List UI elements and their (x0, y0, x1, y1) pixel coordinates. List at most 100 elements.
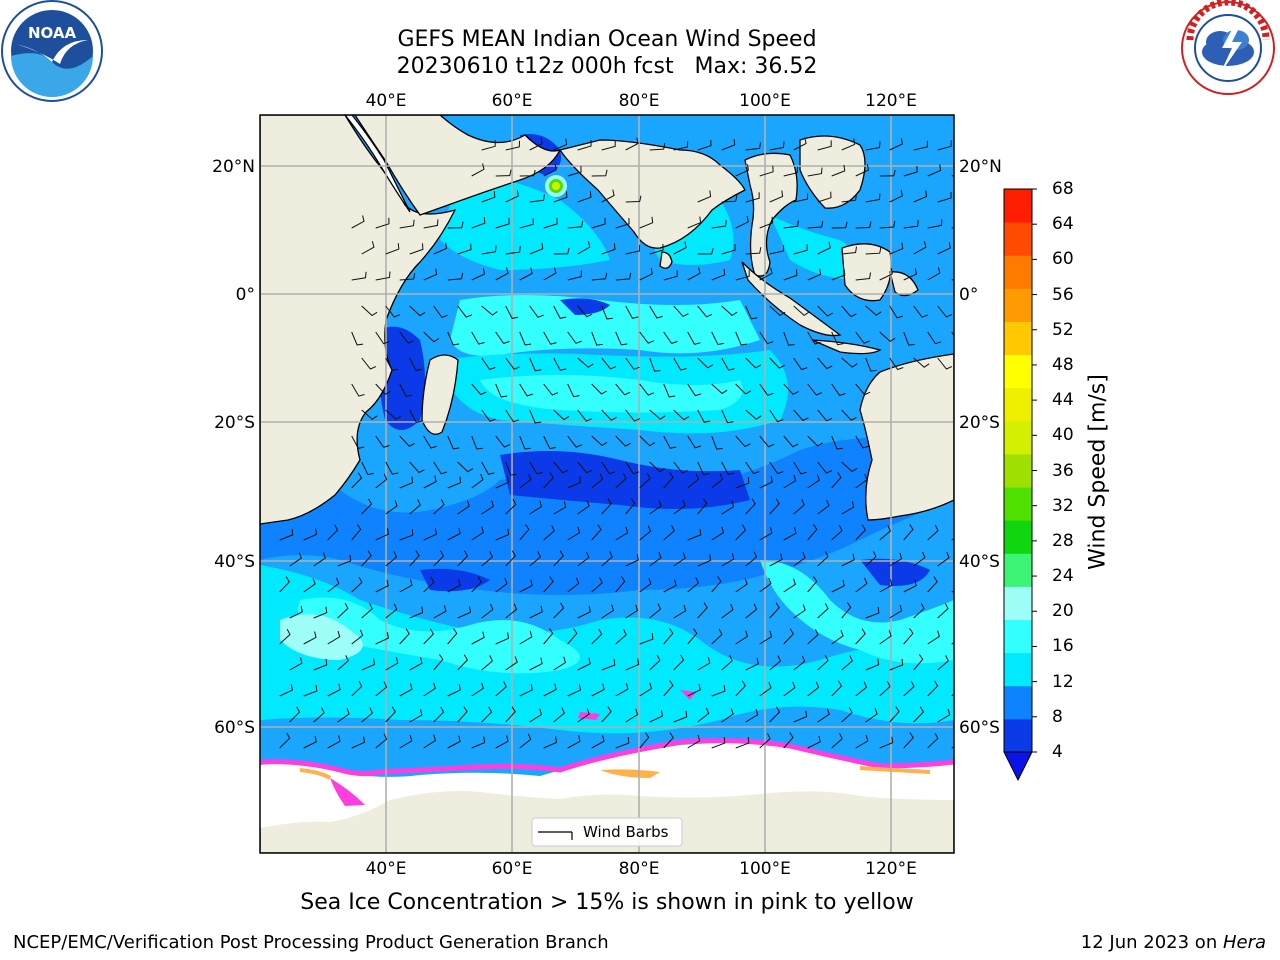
wind-barb (457, 305, 472, 318)
colorbar-tick-label: 32 (1052, 495, 1074, 516)
wind-barb (687, 216, 702, 229)
wind-barb (457, 461, 474, 473)
wind-barb (327, 577, 340, 593)
wind-barb (663, 680, 674, 697)
wind-barb (783, 578, 796, 593)
wind-barb (279, 732, 291, 749)
wind-barb (409, 357, 422, 372)
wind-barb (831, 579, 845, 593)
wind-barb (553, 191, 568, 203)
wind-barb (471, 576, 482, 593)
wind-barb (351, 472, 363, 489)
wind-barb (855, 524, 867, 541)
wind-barb (399, 219, 415, 229)
wind-barb (865, 357, 877, 372)
wind-barb (361, 461, 374, 476)
sumatra-land (741, 261, 842, 337)
wind-barb (385, 657, 399, 671)
wind-barb (433, 605, 447, 619)
wind-barb (543, 472, 554, 489)
colorbar-swatch (1004, 255, 1032, 289)
wind-barb (553, 461, 569, 474)
wind-barb (783, 166, 798, 177)
wind-barb (577, 305, 593, 318)
wind-barb (505, 409, 520, 423)
lat-tick-label: 40°S (214, 552, 255, 572)
wind-barb (807, 681, 820, 697)
java-land (811, 339, 882, 355)
wind-barb (913, 190, 928, 203)
wind-barb (471, 331, 485, 345)
lat-tick-label: 20°N (212, 157, 255, 177)
wind-barb (855, 221, 872, 229)
wind-barb (481, 245, 497, 255)
wind-barb (769, 244, 785, 255)
wind-barb (351, 383, 365, 397)
wind-barb (447, 579, 461, 593)
wind-barb (423, 268, 438, 281)
wind-barb (351, 629, 364, 645)
wind-barb (831, 680, 843, 697)
wind-barb (663, 383, 676, 398)
wind-barb (841, 409, 857, 421)
wind-barb (351, 215, 365, 229)
wind-barb (745, 409, 762, 420)
wind-barb (769, 498, 780, 515)
wind-barb (817, 499, 830, 515)
wind-barb (817, 191, 832, 203)
wind-barb (937, 242, 951, 255)
lat-tick-label: 0° (236, 285, 255, 305)
wind-barb (423, 682, 436, 697)
wind-barb (663, 579, 677, 593)
wind-barb (759, 476, 773, 489)
wind-barb (889, 357, 904, 371)
wind-barb (855, 474, 868, 489)
wind-barb (855, 681, 868, 697)
wind-barb (697, 139, 712, 151)
wind-barb (625, 305, 639, 319)
wind-barb (615, 737, 630, 749)
wind-barb (337, 655, 349, 671)
wind-barb (447, 435, 460, 450)
wind-barb (625, 604, 639, 619)
wind-barb (385, 461, 399, 475)
wind-barb (495, 435, 511, 448)
wind-barb (601, 140, 616, 151)
wind-barb (615, 683, 629, 697)
wind-barb (423, 219, 439, 229)
wind-barb (361, 658, 376, 671)
wind-barb (759, 383, 774, 397)
wind-barb (577, 551, 590, 567)
wind-barb (313, 658, 328, 671)
madagascar-land (421, 354, 459, 435)
wind-barb (457, 500, 470, 515)
wind-barb (735, 331, 748, 346)
wind-barb (361, 357, 377, 370)
wind-barb (711, 576, 722, 593)
wind-barb (793, 499, 805, 515)
wind-barb (687, 383, 702, 397)
wind-barb (375, 331, 390, 345)
wind-barb (529, 194, 545, 203)
wind-barb (505, 305, 519, 319)
wind-barb (601, 357, 617, 370)
wind-barb (409, 709, 423, 723)
wind-barb (735, 215, 749, 229)
wind-barb (769, 706, 781, 723)
colorbar-swatch (1004, 586, 1032, 621)
wind-barb (831, 383, 846, 397)
wind-barb (313, 606, 328, 619)
wind-barb (841, 706, 853, 723)
wind-barb (519, 524, 530, 541)
wind-barb (962, 306, 976, 318)
wind-barb (649, 409, 666, 420)
wind-barb (913, 357, 930, 368)
wind-barb (913, 706, 925, 723)
wind-barb (697, 602, 708, 619)
colorbar-swatch (1004, 520, 1032, 554)
wind-barb (759, 216, 774, 229)
wind-barb (567, 165, 582, 177)
wind-barb (471, 268, 485, 281)
wind-barb (783, 331, 795, 346)
wind-barb (481, 357, 496, 371)
